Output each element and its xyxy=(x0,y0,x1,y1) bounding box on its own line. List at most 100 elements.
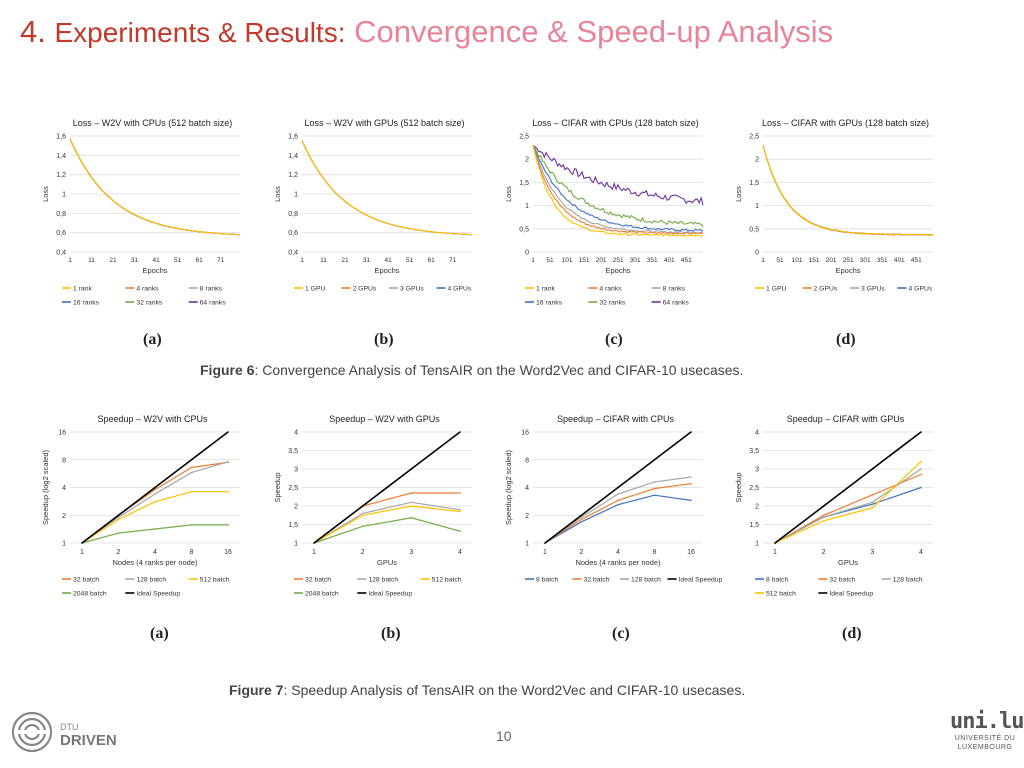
series-line-32-ranks xyxy=(69,138,241,236)
legend-entry: 512 batch xyxy=(200,577,230,584)
y-axis-label: Speedup xyxy=(273,472,282,502)
x-tick-label: 51 xyxy=(406,257,414,264)
y-tick-label: 4 xyxy=(525,485,529,492)
chart-fig7d: Speedup – CIFAR with GPUs 1 1,5 2 2,5 3 3,5 4 Sp… xyxy=(734,414,933,598)
chart-fig7a: Speedup – W2V with CPUs 1 2 4 8 16 Speedup (lo… xyxy=(41,414,240,598)
data-point xyxy=(822,520,825,522)
series-line-128-batch xyxy=(313,501,461,544)
dtu-driven-logo: DTU DRIVEN xyxy=(11,711,117,753)
data-point xyxy=(920,473,922,476)
y-axis-label: Loss xyxy=(734,186,743,202)
data-point xyxy=(190,471,193,474)
y-tick-label: 1,5 xyxy=(749,180,759,187)
uni-lu-line2: LUXEMBOURG xyxy=(957,744,1013,751)
data-point xyxy=(154,488,156,491)
series-line-2-gpus xyxy=(301,140,473,236)
y-tick-label: 1 xyxy=(755,203,759,210)
data-point xyxy=(410,505,413,507)
data-point xyxy=(190,524,193,526)
x-axis-label: GPUs xyxy=(377,558,397,567)
x-tick-label: 21 xyxy=(109,257,117,264)
y-tick-label: 2 xyxy=(294,504,298,511)
chart-fig6a: Loss – W2V with CPUs (512 batch size) 0,4… xyxy=(41,118,241,307)
y-axis-label: Loss xyxy=(504,186,513,202)
y-tick-label: 2 xyxy=(755,504,759,511)
legend-entry: Ideal Speedup xyxy=(829,591,873,598)
data-point xyxy=(920,460,922,463)
x-axis-label: Nodes (4 ranks per node) xyxy=(575,558,661,567)
data-point xyxy=(653,487,656,490)
data-point xyxy=(653,494,656,497)
data-point xyxy=(227,461,229,463)
x-tick-label: 101 xyxy=(792,257,803,264)
x-tick-label: 1 xyxy=(80,549,84,556)
slide-number: 4. xyxy=(20,14,46,49)
title-main: Experiments & Results: xyxy=(54,17,346,48)
x-tick-label: 2 xyxy=(822,549,826,556)
legend-entry: 1 rank xyxy=(73,286,92,293)
y-tick-label: 2 xyxy=(525,513,529,520)
x-tick-label: 4 xyxy=(919,549,923,556)
x-tick-label: 301 xyxy=(630,257,641,264)
legend-entry: 128 batch xyxy=(368,577,398,584)
series-line-1-gpu xyxy=(762,145,934,236)
driven-text: DRIVEN xyxy=(60,732,117,749)
x-tick-label: 351 xyxy=(647,257,658,264)
x-tick-label: 11 xyxy=(88,257,95,264)
data-point xyxy=(690,482,692,485)
y-tick-label: 8 xyxy=(525,457,529,464)
x-tick-label: 301 xyxy=(860,257,871,264)
y-tick-label: 4 xyxy=(755,430,759,437)
y-tick-label: 1,2 xyxy=(56,172,66,179)
legend-entry: 2 GPUs xyxy=(814,286,838,293)
y-tick-label: 2 xyxy=(525,157,529,164)
series-line-4-ranks xyxy=(69,138,241,236)
series-line-512-batch xyxy=(774,461,922,544)
x-tick-label: 2 xyxy=(117,549,121,556)
series-line-32-ranks xyxy=(532,145,704,228)
x-tick-label: 41 xyxy=(152,257,160,264)
chart-title: Loss – W2V with GPUs (512 batch size) xyxy=(304,118,464,128)
x-tick-label: 71 xyxy=(449,257,457,264)
x-tick-label: 4 xyxy=(616,549,620,556)
y-tick-label: 3,5 xyxy=(288,448,298,455)
chart-title: Loss – CIFAR with CPUs (128 batch size) xyxy=(532,118,699,128)
y-tick-label: 1,2 xyxy=(288,172,298,179)
panel-label-6b: (b) xyxy=(374,331,394,348)
x-tick-label: 4 xyxy=(153,549,157,556)
data-point xyxy=(117,532,120,534)
figure6-caption: Figure 6: Convergence Analysis of TensAI… xyxy=(200,362,743,378)
data-point xyxy=(190,458,193,461)
y-tick-label: 2,5 xyxy=(749,485,759,492)
panel-label-7c: (c) xyxy=(612,625,630,642)
x-tick-label: 21 xyxy=(341,257,349,264)
y-tick-label: 0,4 xyxy=(56,250,66,257)
data-point xyxy=(544,542,546,544)
data-point xyxy=(154,528,156,530)
legend-entry: 128 batch xyxy=(893,577,923,584)
series-line-16-ranks xyxy=(69,138,241,236)
series-line-512-batch xyxy=(313,505,461,544)
page-number: 10 xyxy=(496,728,512,744)
y-tick-label: 1,4 xyxy=(288,153,298,160)
series-line-512-batch xyxy=(81,491,228,544)
figure6-caption-text: : Convergence Analysis of TensAIR on the… xyxy=(254,362,744,378)
legend-entry: 4 ranks xyxy=(136,286,159,293)
data-point xyxy=(410,492,413,494)
x-tick-label: 2 xyxy=(580,549,584,556)
legend-entry: 32 ranks xyxy=(136,300,163,307)
panel-label-6c: (c) xyxy=(605,331,623,348)
legend-entry: Ideal Speedup xyxy=(679,577,723,584)
x-tick-label: 201 xyxy=(826,257,837,264)
data-point xyxy=(361,514,364,517)
data-point xyxy=(459,508,461,511)
x-tick-label: 11 xyxy=(320,257,327,264)
x-tick-label: 351 xyxy=(877,257,888,264)
y-tick-label: 2,5 xyxy=(288,485,298,492)
data-point xyxy=(653,481,656,483)
x-tick-label: 251 xyxy=(843,257,854,264)
x-tick-label: 101 xyxy=(562,257,573,264)
y-tick-label: 4 xyxy=(294,430,298,437)
x-tick-label: 251 xyxy=(613,257,624,264)
y-tick-label: 1,5 xyxy=(519,180,529,187)
